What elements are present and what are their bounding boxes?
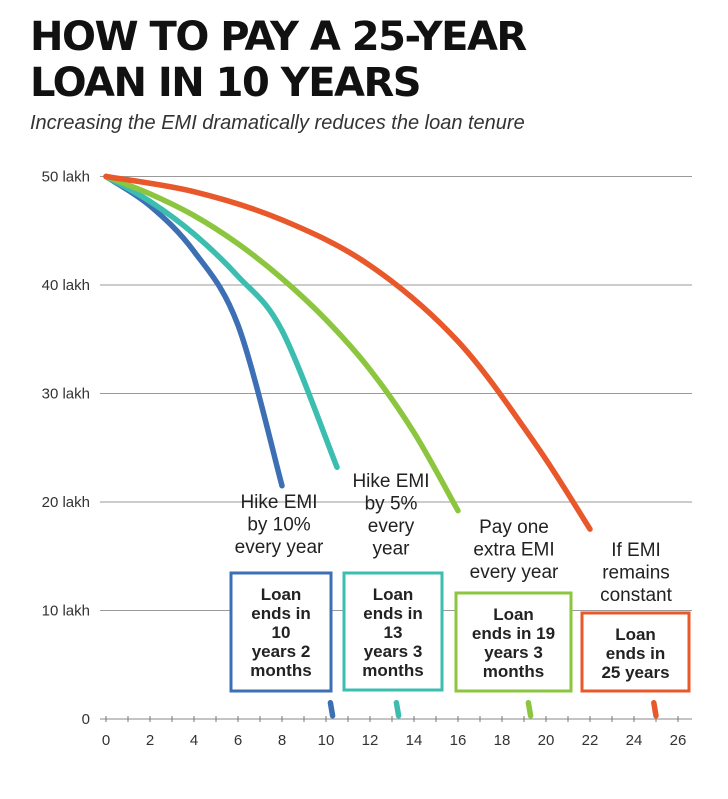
x-tick-label: 14 bbox=[406, 732, 423, 749]
x-tick-label: 0 bbox=[102, 732, 110, 749]
note-text-constant: constant bbox=[600, 585, 673, 606]
note-text-hike5: every bbox=[368, 516, 415, 537]
box-text-extra: ends in 19 bbox=[472, 624, 555, 643]
title-line-2: LOAN IN 10 YEARS bbox=[30, 60, 422, 106]
note-text-hike5: Hike EMI bbox=[352, 471, 429, 492]
x-tick-label: 24 bbox=[626, 732, 643, 749]
box-text-hike5: 13 bbox=[384, 623, 403, 642]
note-text-hike10: by 10% bbox=[247, 515, 310, 536]
x-tick-label: 12 bbox=[362, 732, 379, 749]
x-tick-label: 26 bbox=[670, 732, 687, 749]
label-box-hike5 bbox=[342, 571, 444, 692]
x-tick-label: 8 bbox=[278, 732, 286, 749]
box-text-hike5: ends in bbox=[363, 604, 423, 623]
y-tick-label: 50 lakh bbox=[42, 169, 90, 186]
note-text-hike10: Hike EMI bbox=[240, 492, 317, 513]
series-line-hike5 bbox=[103, 173, 340, 471]
x-tick-label: 6 bbox=[234, 732, 242, 749]
note-text-hike5: year bbox=[373, 539, 411, 560]
box-text-constant: ends in bbox=[606, 644, 666, 663]
box-text-extra: months bbox=[483, 662, 544, 681]
note-text-hike5: by 5% bbox=[365, 494, 418, 515]
chart-subtitle: Increasing the EMI dramatically reduces … bbox=[30, 112, 525, 134]
box-text-constant: Loan bbox=[615, 625, 656, 644]
x-tick-label: 4 bbox=[190, 732, 198, 749]
box-text-hike5: years 3 bbox=[364, 642, 423, 661]
chart-title: HOW TO PAY A 25-YEAR LOAN IN 10 YEARS bbox=[30, 14, 710, 106]
box-text-hike10: 10 bbox=[272, 623, 291, 642]
title-line-1: HOW TO PAY A 25-YEAR bbox=[30, 14, 527, 60]
label-box-hike10 bbox=[229, 571, 333, 693]
series-line-extra bbox=[103, 173, 461, 514]
x-tick-label: 22 bbox=[582, 732, 599, 749]
y-tick-label: 20 lakh bbox=[42, 494, 90, 511]
y-tick-label: 0 bbox=[82, 711, 90, 728]
series-line-extra-tail bbox=[525, 699, 534, 719]
x-tick-label: 10 bbox=[318, 732, 335, 749]
note-text-extra: every year bbox=[470, 562, 559, 583]
series-line-hike10 bbox=[103, 173, 285, 489]
y-tick-label: 10 lakh bbox=[42, 603, 90, 620]
x-tick-label: 18 bbox=[494, 732, 511, 749]
series-line-constant bbox=[103, 173, 593, 532]
note-text-constant: remains bbox=[602, 563, 670, 584]
box-text-hike5: Loan bbox=[373, 585, 414, 604]
series-line-hike5-tail bbox=[393, 699, 402, 719]
box-text-extra: years 3 bbox=[484, 643, 543, 662]
box-text-hike10: years 2 bbox=[252, 642, 311, 661]
note-text-extra: Pay one bbox=[479, 517, 549, 538]
box-text-extra: Loan bbox=[493, 605, 534, 624]
box-text-hike10: ends in bbox=[251, 604, 311, 623]
label-box-extra bbox=[454, 591, 573, 693]
box-text-hike10: Loan bbox=[261, 585, 302, 604]
series-layer bbox=[103, 173, 659, 719]
y-tick-label: 40 lakh bbox=[42, 277, 90, 294]
label-box-constant bbox=[580, 611, 691, 693]
x-tick-label: 2 bbox=[146, 732, 154, 749]
box-text-constant: 25 years bbox=[601, 663, 669, 682]
series-line-constant-tail bbox=[651, 699, 659, 719]
box-text-hike5: months bbox=[362, 661, 423, 680]
y-tick-label: 30 lakh bbox=[42, 386, 90, 403]
note-text-hike10: every year bbox=[235, 537, 324, 558]
note-text-constant: If EMI bbox=[611, 540, 661, 561]
x-tick-label: 20 bbox=[538, 732, 555, 749]
note-text-extra: extra EMI bbox=[473, 540, 554, 561]
series-line-hike10-tail bbox=[327, 699, 336, 719]
x-tick-label: 16 bbox=[450, 732, 467, 749]
box-text-hike10: months bbox=[250, 661, 311, 680]
